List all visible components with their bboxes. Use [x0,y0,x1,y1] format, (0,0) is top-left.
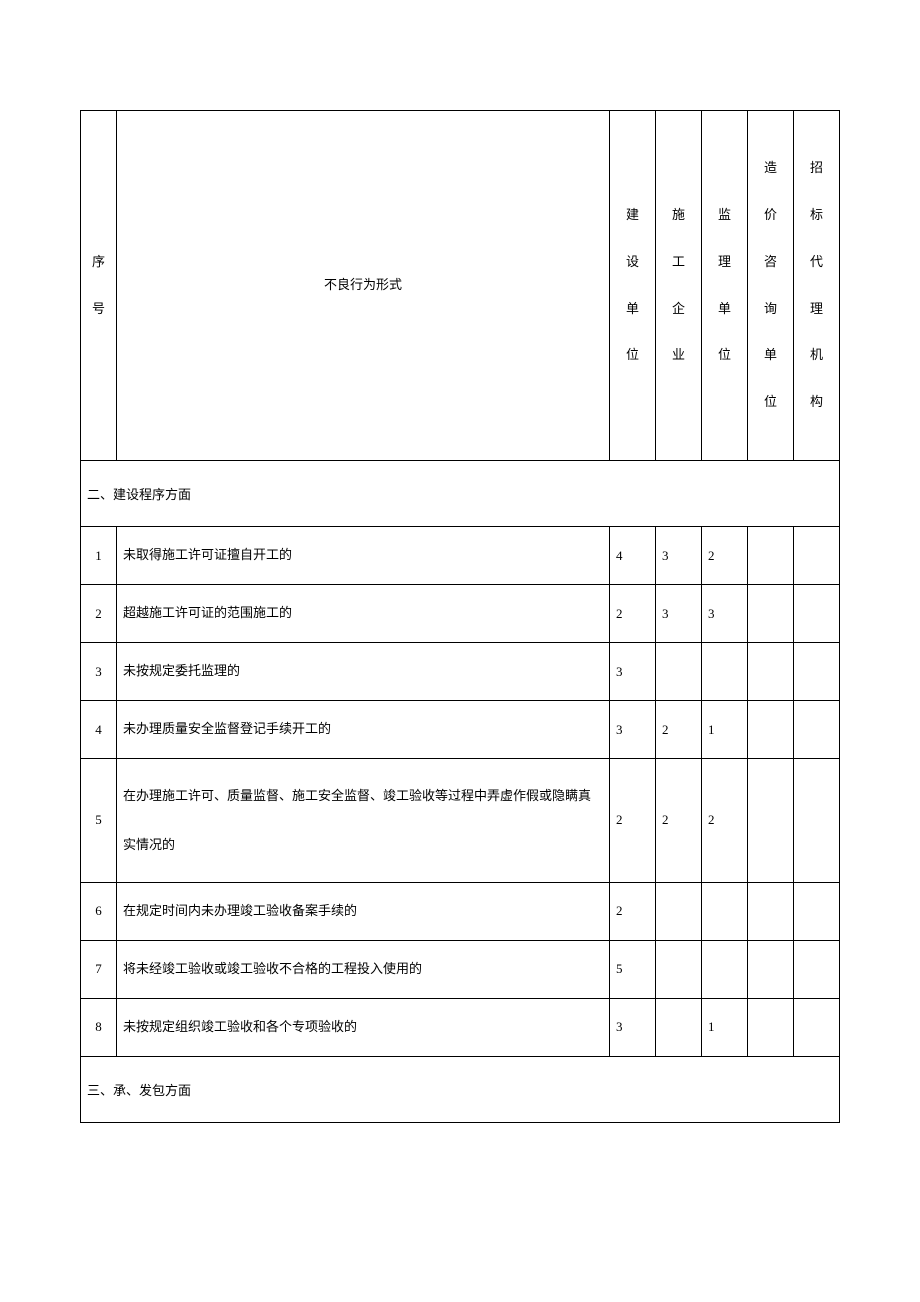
cell-seq: 5 [81,759,117,883]
cell-score [748,882,794,940]
table-row: 5在办理施工许可、质量监督、施工安全监督、竣工验收等过程中弄虚作假或隐瞒真实情况… [81,759,840,883]
header-col5-text: 招标代理机构 [798,145,835,426]
cell-score [656,882,702,940]
cell-score: 2 [702,527,748,585]
cell-behavior: 未办理质量安全监督登记手续开工的 [117,701,610,759]
cell-score [794,998,840,1056]
section-row: 二、建设程序方面 [81,461,840,527]
cell-score [794,882,840,940]
cell-score: 2 [610,585,656,643]
header-col4: 造价咨询单位 [748,111,794,461]
cell-score: 1 [702,998,748,1056]
header-seq-text: 序号 [85,239,112,333]
header-col2-text: 施工企业 [660,192,697,379]
cell-score [794,701,840,759]
table-row: 7将未经竣工验收或竣工验收不合格的工程投入使用的5 [81,940,840,998]
header-col2: 施工企业 [656,111,702,461]
table-row: 2超越施工许可证的范围施工的233 [81,585,840,643]
cell-score [702,643,748,701]
cell-score [794,759,840,883]
cell-behavior: 未取得施工许可证擅自开工的 [117,527,610,585]
cell-score [748,940,794,998]
cell-seq: 1 [81,527,117,585]
cell-score: 2 [610,882,656,940]
cell-seq: 4 [81,701,117,759]
cell-score: 3 [656,527,702,585]
cell-score [748,701,794,759]
cell-score [748,585,794,643]
cell-behavior: 未按规定委托监理的 [117,643,610,701]
cell-behavior: 超越施工许可证的范围施工的 [117,585,610,643]
header-col5: 招标代理机构 [794,111,840,461]
header-behavior: 不良行为形式 [117,111,610,461]
header-col4-text: 造价咨询单位 [752,145,789,426]
section-title: 二、建设程序方面 [81,461,840,527]
cell-score [748,527,794,585]
cell-score [748,759,794,883]
header-behavior-text: 不良行为形式 [324,277,402,292]
cell-score [794,643,840,701]
header-col3-text: 监理单位 [706,192,743,379]
section-title: 三、承、发包方面 [81,1056,840,1122]
cell-score [794,585,840,643]
table-body: 二、建设程序方面1未取得施工许可证擅自开工的4322超越施工许可证的范围施工的2… [81,461,840,1123]
cell-score [748,643,794,701]
header-row: 序号 不良行为形式 建设单位 施工企业 监理单位 造价咨询单位 招标代理机构 [81,111,840,461]
header-col3: 监理单位 [702,111,748,461]
cell-score: 4 [610,527,656,585]
cell-score: 5 [610,940,656,998]
cell-behavior: 未按规定组织竣工验收和各个专项验收的 [117,998,610,1056]
cell-score [656,998,702,1056]
cell-score: 2 [656,701,702,759]
header-col1-text: 建设单位 [614,192,651,379]
cell-behavior: 在办理施工许可、质量监督、施工安全监督、竣工验收等过程中弄虚作假或隐瞒真实情况的 [117,759,610,883]
cell-score [794,527,840,585]
cell-score: 3 [702,585,748,643]
cell-score [748,998,794,1056]
cell-score: 2 [702,759,748,883]
cell-score [702,940,748,998]
cell-behavior: 在规定时间内未办理竣工验收备案手续的 [117,882,610,940]
cell-score: 3 [610,701,656,759]
cell-score: 2 [656,759,702,883]
cell-score [702,882,748,940]
section-row: 三、承、发包方面 [81,1056,840,1122]
cell-seq: 6 [81,882,117,940]
header-seq: 序号 [81,111,117,461]
table-row: 4未办理质量安全监督登记手续开工的321 [81,701,840,759]
cell-score: 3 [610,998,656,1056]
cell-score: 2 [610,759,656,883]
cell-score: 3 [656,585,702,643]
header-col1: 建设单位 [610,111,656,461]
cell-seq: 8 [81,998,117,1056]
cell-score [794,940,840,998]
cell-score: 1 [702,701,748,759]
table-row: 1未取得施工许可证擅自开工的432 [81,527,840,585]
behavior-score-table: 序号 不良行为形式 建设单位 施工企业 监理单位 造价咨询单位 招标代理机构 二… [80,110,840,1123]
table-row: 6在规定时间内未办理竣工验收备案手续的2 [81,882,840,940]
table-row: 3未按规定委托监理的3 [81,643,840,701]
cell-score [656,643,702,701]
cell-score [656,940,702,998]
cell-seq: 7 [81,940,117,998]
cell-behavior: 将未经竣工验收或竣工验收不合格的工程投入使用的 [117,940,610,998]
table-row: 8未按规定组织竣工验收和各个专项验收的31 [81,998,840,1056]
cell-seq: 3 [81,643,117,701]
cell-score: 3 [610,643,656,701]
cell-seq: 2 [81,585,117,643]
